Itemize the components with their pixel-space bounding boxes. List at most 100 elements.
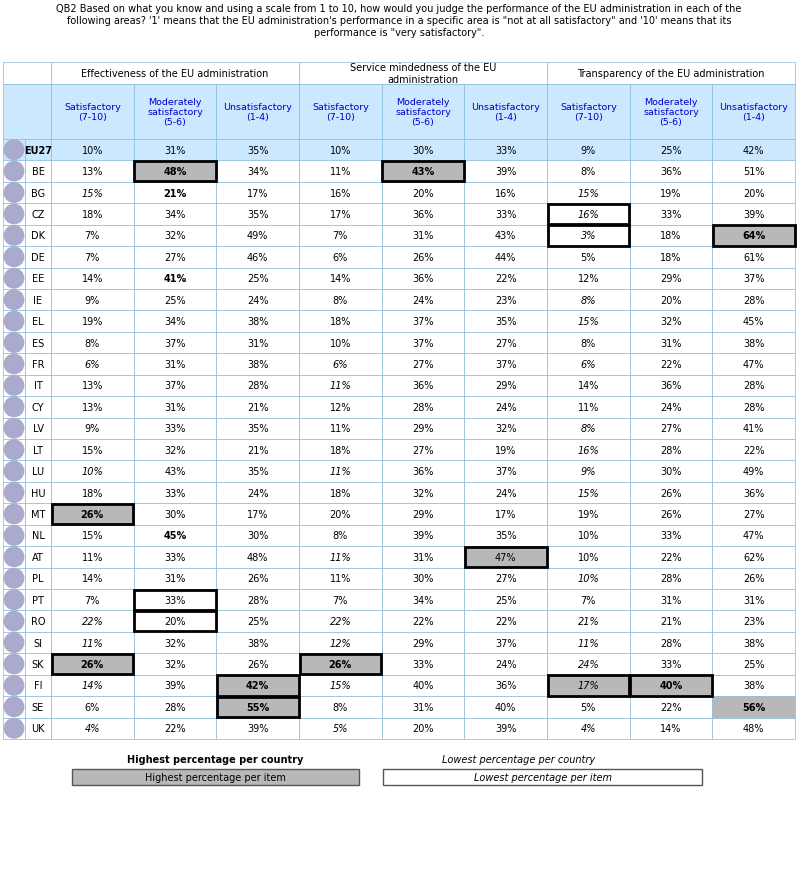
Bar bbox=[51, 589, 134, 611]
Bar bbox=[547, 675, 630, 696]
Circle shape bbox=[4, 484, 24, 502]
Bar bbox=[134, 718, 216, 739]
Circle shape bbox=[4, 527, 24, 545]
Text: 61%: 61% bbox=[743, 253, 764, 263]
Bar bbox=[134, 182, 216, 204]
Bar bbox=[299, 85, 381, 139]
Text: 11%: 11% bbox=[330, 552, 351, 562]
Bar bbox=[299, 268, 381, 290]
Circle shape bbox=[4, 462, 24, 481]
Text: Unsatisfactory
(1-4): Unsatisfactory (1-4) bbox=[472, 103, 540, 122]
Bar bbox=[547, 525, 630, 546]
Bar bbox=[299, 397, 381, 418]
Bar bbox=[381, 718, 464, 739]
Text: 41%: 41% bbox=[164, 274, 187, 284]
Bar bbox=[299, 654, 381, 675]
Bar bbox=[381, 182, 464, 204]
Circle shape bbox=[4, 398, 24, 417]
Bar bbox=[630, 85, 713, 139]
Bar bbox=[216, 182, 299, 204]
Bar bbox=[713, 182, 795, 204]
Bar bbox=[547, 311, 630, 333]
Text: 13%: 13% bbox=[81, 381, 103, 391]
Text: 10%: 10% bbox=[330, 338, 351, 348]
Bar bbox=[464, 440, 547, 461]
Bar bbox=[134, 461, 216, 483]
Bar bbox=[3, 247, 25, 268]
Text: 14%: 14% bbox=[660, 723, 681, 733]
Text: 16%: 16% bbox=[578, 445, 599, 455]
Bar bbox=[134, 590, 215, 611]
Bar bbox=[3, 568, 25, 589]
Bar bbox=[25, 204, 51, 225]
Circle shape bbox=[4, 333, 24, 353]
Text: IE: IE bbox=[34, 295, 42, 306]
Bar bbox=[464, 483, 547, 503]
Bar bbox=[630, 354, 713, 375]
Text: Satisfactory
(7-10): Satisfactory (7-10) bbox=[312, 103, 369, 122]
Bar bbox=[3, 525, 25, 546]
Bar bbox=[713, 546, 795, 568]
Bar bbox=[51, 268, 134, 290]
Text: 33%: 33% bbox=[495, 146, 516, 156]
Text: 11%: 11% bbox=[330, 467, 351, 477]
Bar bbox=[3, 632, 25, 654]
Bar bbox=[3, 225, 25, 247]
Bar bbox=[381, 290, 464, 311]
Circle shape bbox=[4, 697, 24, 717]
Bar bbox=[25, 161, 51, 182]
Bar bbox=[630, 375, 713, 397]
Text: 7%: 7% bbox=[85, 253, 100, 263]
Bar bbox=[51, 696, 134, 718]
Text: 10%: 10% bbox=[578, 574, 599, 584]
Bar bbox=[25, 525, 51, 546]
Text: 11%: 11% bbox=[81, 552, 103, 562]
Text: 26%: 26% bbox=[247, 574, 268, 584]
Bar bbox=[381, 268, 464, 290]
Text: 20%: 20% bbox=[413, 723, 434, 733]
Text: 27%: 27% bbox=[495, 338, 516, 348]
Bar bbox=[464, 503, 547, 525]
Bar bbox=[134, 503, 216, 525]
Bar bbox=[134, 654, 216, 675]
Bar bbox=[134, 696, 216, 718]
Bar bbox=[51, 247, 134, 268]
Text: 6%: 6% bbox=[85, 359, 100, 369]
Bar bbox=[713, 503, 795, 525]
Bar bbox=[134, 568, 216, 589]
Text: 37%: 37% bbox=[495, 637, 516, 648]
Bar bbox=[3, 418, 25, 440]
Text: CZ: CZ bbox=[31, 210, 45, 220]
Bar bbox=[25, 696, 51, 718]
Bar bbox=[547, 63, 795, 85]
Text: 18%: 18% bbox=[81, 210, 103, 220]
Bar bbox=[134, 290, 216, 311]
Text: 15%: 15% bbox=[330, 680, 351, 691]
Text: 5%: 5% bbox=[581, 253, 596, 263]
Text: 42%: 42% bbox=[743, 146, 764, 156]
Text: 12%: 12% bbox=[578, 274, 599, 284]
Text: 34%: 34% bbox=[164, 316, 186, 327]
Bar bbox=[134, 225, 216, 247]
Text: Unsatisfactory
(1-4): Unsatisfactory (1-4) bbox=[223, 103, 292, 122]
Bar bbox=[3, 611, 25, 632]
Bar bbox=[216, 589, 299, 611]
Bar bbox=[299, 225, 381, 247]
Bar bbox=[381, 225, 464, 247]
Bar bbox=[216, 311, 299, 333]
Bar bbox=[547, 397, 630, 418]
Text: 22%: 22% bbox=[164, 723, 186, 733]
Text: 9%: 9% bbox=[85, 424, 100, 434]
Bar bbox=[51, 440, 134, 461]
Bar bbox=[25, 461, 51, 483]
Text: 34%: 34% bbox=[164, 210, 186, 220]
Bar bbox=[134, 139, 216, 161]
Bar bbox=[216, 161, 299, 182]
Bar bbox=[216, 440, 299, 461]
Text: 33%: 33% bbox=[660, 210, 681, 220]
Text: 16%: 16% bbox=[495, 189, 516, 198]
Bar bbox=[299, 139, 381, 161]
Bar bbox=[134, 611, 216, 632]
Bar bbox=[464, 654, 547, 675]
Text: 49%: 49% bbox=[743, 467, 764, 477]
